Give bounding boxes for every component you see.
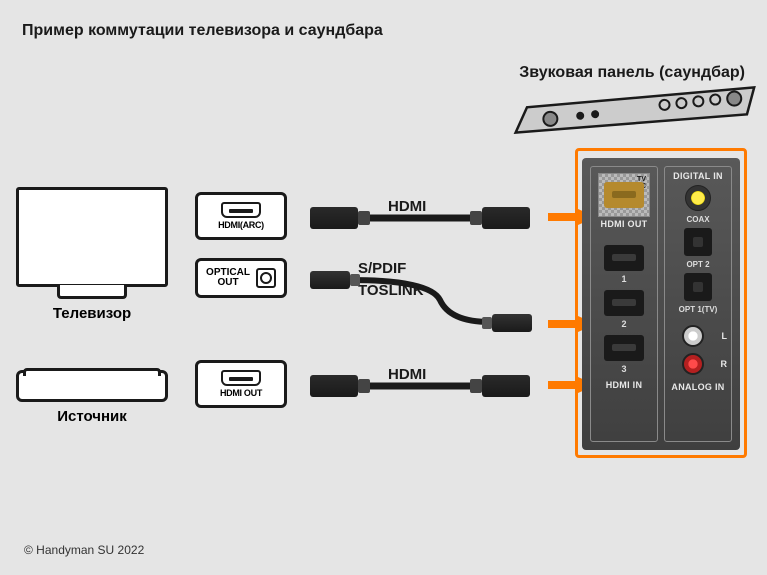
- digital-in-title: DIGITAL IN: [669, 171, 727, 181]
- soundbar-heading: Звуковая панель (саундбар): [519, 64, 745, 82]
- coax-label: COAX: [669, 215, 727, 224]
- hdmi-slot-icon: [221, 370, 261, 386]
- hdmi-connector: [482, 207, 530, 229]
- hdmi-in-title: HDMI IN: [595, 380, 653, 390]
- opt1-port: [684, 273, 712, 301]
- port-num-1: 1: [595, 274, 653, 284]
- hdmi-port-icon: [604, 182, 644, 208]
- badge-optical-out: OPTICAL OUT: [195, 258, 287, 298]
- rca-r-label: R: [721, 359, 728, 369]
- source-label: Источник: [16, 408, 168, 425]
- tv-device: Телевизор: [16, 187, 168, 322]
- tv-label: Телевизор: [16, 305, 168, 322]
- analog-in-title: ANALOG IN: [669, 382, 727, 392]
- label-spdif: S/PDIF: [358, 260, 406, 277]
- panel-left-column: TVARC HDMI OUT 1 2 3 HDMI IN: [590, 166, 658, 442]
- panel-right-column: DIGITAL IN COAX OPT 2 OPT 1(TV) L R ANAL…: [664, 166, 732, 442]
- source-device: Источник: [16, 370, 168, 425]
- opt2-port: [684, 228, 712, 256]
- badge-hdmi-out: HDMI OUT: [195, 360, 287, 408]
- soundbar-illustration: [508, 77, 761, 145]
- credit-text: © Handyman SU 2022: [24, 543, 144, 557]
- hdmi-slot-icon: [221, 202, 261, 218]
- hdmi-out-tv-arc-port: TVARC: [598, 173, 650, 217]
- soundbar-back-panel: TVARC HDMI OUT 1 2 3 HDMI IN DIGITAL IN …: [582, 158, 740, 450]
- hdmi-in-port-2: [604, 290, 644, 316]
- opt1-label: OPT 1(TV): [669, 305, 727, 314]
- tv-stand: [57, 285, 127, 299]
- badge-optical-text: OPTICAL OUT: [206, 268, 250, 288]
- label-hdmi-1: HDMI: [388, 198, 426, 215]
- badge-hdmi-arc: HDMI(ARC): [195, 192, 287, 240]
- hdmi-connector: [310, 207, 358, 229]
- optical-connector: [492, 314, 532, 332]
- hdmi-connector: [310, 375, 358, 397]
- rca-red-port: [682, 353, 704, 375]
- badge-hdmi-out-text: HDMI OUT: [220, 388, 262, 398]
- label-toslink: TOSLINK: [358, 282, 424, 299]
- hdmi-out-title: HDMI OUT: [595, 219, 653, 229]
- hdmi-in-port-1: [604, 245, 644, 271]
- tv-screen: [16, 187, 168, 287]
- rca-r-row: R: [669, 350, 727, 378]
- optical-icon: [256, 268, 276, 288]
- badge-hdmi-arc-text: HDMI(ARC): [218, 220, 264, 230]
- port-num-2: 2: [595, 319, 653, 329]
- diagram-title: Пример коммутации телевизора и саундбара: [22, 22, 383, 40]
- source-box: [16, 370, 168, 402]
- rca-l-label: L: [722, 331, 728, 341]
- hdmi-connector: [482, 375, 530, 397]
- opt2-label: OPT 2: [669, 260, 727, 269]
- rca-white-port: [682, 325, 704, 347]
- optical-line2: OUT: [217, 277, 238, 288]
- optical-connector: [310, 271, 350, 289]
- coax-port: [685, 185, 711, 211]
- port-num-3: 3: [595, 364, 653, 374]
- hdmi-in-port-3: [604, 335, 644, 361]
- rca-l-row: L: [669, 322, 727, 350]
- label-hdmi-2: HDMI: [388, 366, 426, 383]
